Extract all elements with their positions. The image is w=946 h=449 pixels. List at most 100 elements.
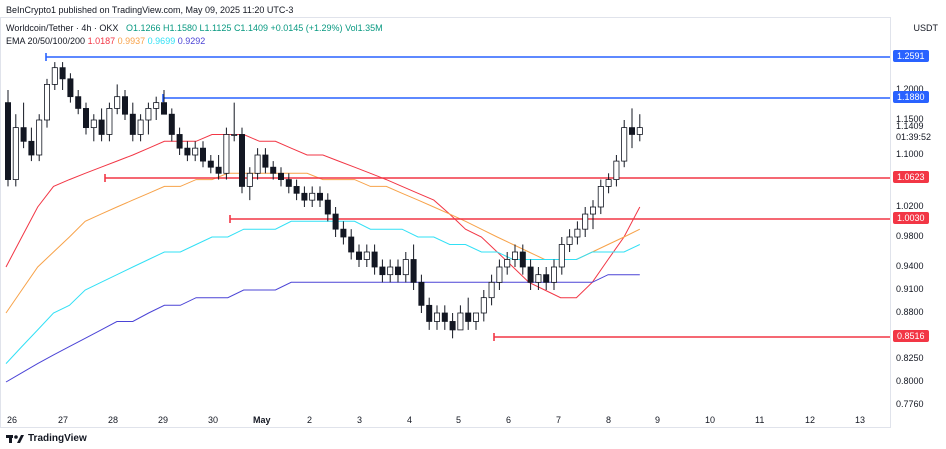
level-tag: 1.0623 <box>893 171 929 183</box>
price-tick-label: 0.9400 <box>896 261 924 271</box>
date-tick-label: 27 <box>58 415 69 425</box>
ema-100-value: 0.9699 <box>147 36 176 46</box>
candle-up <box>636 127 643 135</box>
candle-down <box>5 102 11 180</box>
candle-down <box>270 166 277 174</box>
date-tick-label: 29 <box>158 415 169 425</box>
candle-down <box>301 192 308 201</box>
candle-up <box>36 119 43 156</box>
price-tick-label: 1.1500 <box>896 114 924 124</box>
tradingview-brand: TradingView <box>28 433 87 444</box>
level-tag: 1.1880 <box>893 91 929 103</box>
price-tick-label: 1.1000 <box>896 149 924 159</box>
candle-down <box>371 251 378 268</box>
candle-down <box>394 266 401 276</box>
candle-down <box>527 266 534 283</box>
candle-up <box>402 259 409 276</box>
date-tick-label: 30 <box>208 415 219 425</box>
ema-20-value: 1.0187 <box>87 36 116 46</box>
ohlc-open: O1.1266 <box>125 23 161 33</box>
volume: Vol1.35M <box>345 23 383 33</box>
candle-up <box>621 127 628 162</box>
candle-up <box>512 251 519 260</box>
candle-down <box>629 127 636 135</box>
candle-up <box>504 259 511 268</box>
date-tick-label: 2 <box>307 415 313 425</box>
ohlc-close: C1.1409 <box>233 23 268 33</box>
ema-legend[interactable]: EMA 20/50/100/200 1.0187 0.9937 0.9699 0… <box>6 36 205 46</box>
candle-down <box>441 312 448 322</box>
date-tick-label: 7 <box>556 415 562 425</box>
candle-up <box>231 134 238 136</box>
ema-200-value: 0.9292 <box>177 36 206 46</box>
level-tag: 0.8516 <box>893 330 929 342</box>
tradingview-branding[interactable]: TradingView <box>6 433 87 444</box>
candle-up <box>145 108 152 121</box>
candle-down <box>293 186 300 194</box>
exchange: OKX <box>99 23 119 33</box>
candle-down <box>449 321 456 331</box>
candle-down <box>122 96 129 115</box>
candle-down <box>59 67 66 80</box>
candle-up <box>106 108 113 135</box>
candle-up <box>51 67 58 85</box>
candle-down <box>238 134 245 187</box>
candle-down <box>348 236 355 253</box>
candle-down <box>316 192 323 201</box>
candle-up <box>496 266 503 283</box>
candle-up <box>309 192 316 201</box>
candle-up <box>551 266 558 283</box>
candle-down <box>332 213 339 230</box>
candle-up <box>597 186 604 208</box>
candle-up <box>457 312 464 331</box>
candle-up <box>363 251 370 260</box>
date-tick-label: 6 <box>506 415 512 425</box>
ema-50-line <box>5 172 641 314</box>
date-tick-label: 13 <box>855 415 866 425</box>
date-tick-label: 28 <box>108 415 119 425</box>
timeframe[interactable]: 4h <box>81 23 92 33</box>
publisher-header: BeInCrypto1 published on TradingView.com… <box>6 5 293 15</box>
candle-down <box>465 312 472 322</box>
date-tick-label: 12 <box>805 415 816 425</box>
candle-countdown-label: 01:39:52 <box>896 132 932 142</box>
candle-up <box>387 266 394 276</box>
candle-down <box>519 251 526 268</box>
plot-border <box>0 17 891 428</box>
candle-up <box>137 119 144 135</box>
candle-down <box>355 251 362 260</box>
candle-up <box>605 179 612 187</box>
candle-up <box>574 228 581 238</box>
currency-label: USDT <box>913 23 939 33</box>
candle-down <box>20 127 27 142</box>
price-tick-label: 0.8250 <box>896 353 924 363</box>
candle-down <box>184 147 191 156</box>
candle-up <box>153 102 160 109</box>
candle-down <box>168 113 175 135</box>
date-tick-label: 11 <box>755 415 765 425</box>
candle-up <box>44 84 51 121</box>
symbol-info: Worldcoin/Tether · 4h · OKX O1.1266 H1.1… <box>6 23 383 33</box>
candle-down <box>543 274 550 283</box>
pair-name[interactable]: Worldcoin/Tether <box>6 23 74 33</box>
publisher-text: BeInCrypto1 published on TradingView.com… <box>6 5 294 15</box>
ema-legend-label: EMA 20/50/100/200 <box>6 36 86 46</box>
candle-up <box>114 96 121 109</box>
current-price-label: 1.1409 <box>896 121 924 131</box>
ohlc-change: +0.0145 (+1.29%) <box>270 23 343 33</box>
candle-up <box>480 297 487 314</box>
candle-down <box>83 108 90 129</box>
candle-down <box>410 259 417 283</box>
candle-down <box>160 102 167 115</box>
candle-up <box>472 312 479 322</box>
ema-100-line <box>5 220 641 364</box>
candle-up <box>488 281 495 299</box>
ohlc-low: L1.1125 <box>199 23 232 33</box>
candle-down <box>379 266 386 276</box>
candle-up <box>192 147 199 156</box>
date-tick-label: 5 <box>456 415 462 425</box>
candle-up <box>558 244 565 268</box>
level-tag: 1.2591 <box>893 50 929 62</box>
